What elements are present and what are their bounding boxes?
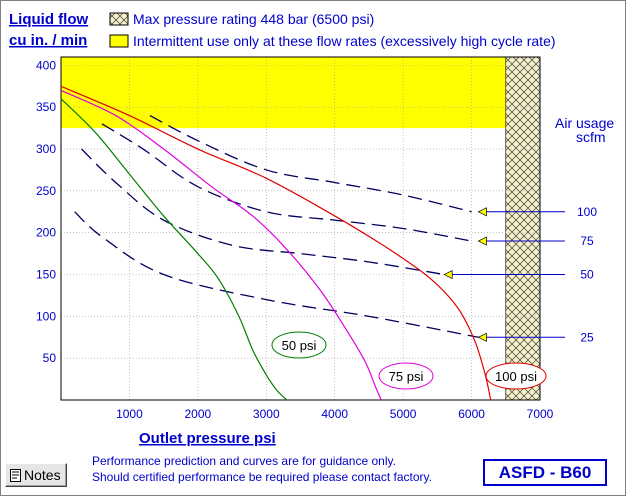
flow-curve-100-psi	[61, 85, 492, 400]
legend-swatch-max-pressure	[109, 12, 129, 26]
y-tick-label-100: 100	[36, 309, 56, 323]
intermittent-zone	[61, 57, 540, 129]
notes-button-label: Notes	[24, 467, 61, 483]
air-usage-marker-50	[443, 269, 453, 280]
x-tick-label-6000: 6000	[458, 407, 485, 421]
curve-label-ellipse-75-psi	[378, 362, 434, 390]
flow-curve-50-psi	[61, 98, 288, 400]
notes-icon	[10, 468, 21, 482]
air-usage-marker-100	[477, 207, 487, 217]
flow-curve-75-psi	[61, 89, 382, 400]
y-tick-label-150: 150	[36, 268, 56, 282]
y-tick-label-350: 350	[36, 100, 56, 114]
y-tick-label-400: 400	[36, 58, 56, 72]
air-usage-curve-75	[101, 123, 472, 242]
x-tick-label-4000: 4000	[321, 407, 348, 421]
disclaimer-line2: Should certified performance be required…	[92, 470, 432, 484]
air-usage-label-25: 25	[580, 330, 594, 344]
air-usage-label-100: 100	[577, 205, 597, 219]
curves-group	[61, 85, 492, 400]
air-usage-curve-50	[81, 148, 445, 276]
y-tick-label-300: 300	[36, 142, 56, 156]
y-tick-label-50: 50	[43, 351, 57, 365]
air-usage-marker-75	[477, 236, 487, 246]
max-pressure-zone	[505, 56, 541, 401]
legend-max-pressure: Max pressure rating 448 bar (6500 psi)	[133, 11, 374, 27]
curve-label-75-psi: 75 psi	[389, 369, 424, 384]
air-usage-curve-100	[149, 114, 472, 213]
x-tick-label-7000: 7000	[527, 407, 554, 421]
plot-area: 1000 2000 3000 4000 5000 6000 7000 50 100 150 200 2…	[36, 56, 597, 421]
legend-intermittent: Intermittent use only at these flow rate…	[133, 33, 556, 49]
x-axis-label: Outlet pressure psi	[139, 430, 276, 447]
model-label: ASFD - B60	[483, 459, 607, 486]
y-axis-label-line2: cu in. / min	[9, 32, 87, 49]
y-axis-label-line1: Liquid flow	[9, 11, 88, 28]
curve-label-ellipse-50-psi	[271, 331, 327, 359]
air-usage-marker-25	[477, 332, 487, 342]
x-tick-label-3000: 3000	[253, 407, 280, 421]
air-usage-label-75: 75	[580, 234, 594, 248]
disclaimer-line1: Performance prediction and curves are fo…	[92, 454, 396, 468]
curve-label-ellipse-100-psi	[485, 362, 547, 390]
legend-swatch-intermittent	[109, 34, 129, 48]
air-usage-unit: scfm	[576, 129, 606, 145]
disclaimer: Performance prediction and curves are fo…	[92, 453, 472, 485]
x-tick-label-1000: 1000	[116, 407, 143, 421]
air-usage-label-50: 50	[580, 268, 594, 282]
notes-button[interactable]: Notes	[5, 463, 67, 487]
y-tick-label-250: 250	[36, 184, 56, 198]
air-usage-curve-25	[74, 211, 479, 338]
y-tick-label-200: 200	[36, 226, 56, 240]
plot-frame	[60, 56, 541, 401]
air-usage-title: Air usage	[555, 115, 614, 131]
x-tick-label-5000: 5000	[390, 407, 417, 421]
curve-label-100-psi: 100 psi	[495, 369, 537, 384]
x-tick-label-2000: 2000	[185, 407, 212, 421]
curve-label-50-psi: 50 psi	[282, 338, 317, 353]
